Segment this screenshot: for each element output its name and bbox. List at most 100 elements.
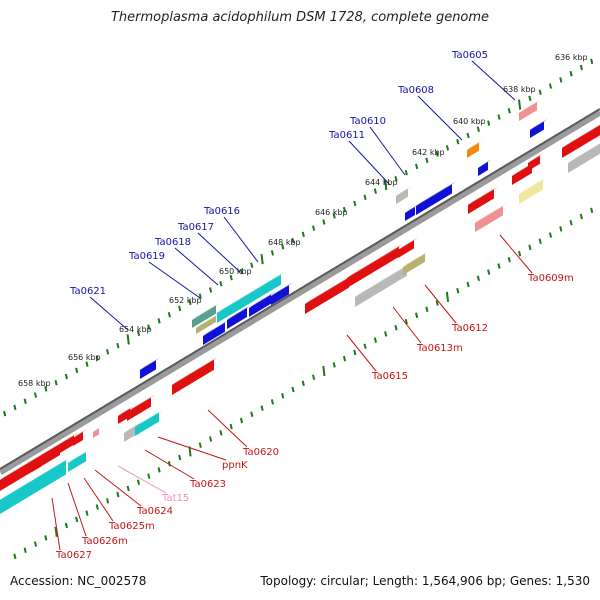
svg-text:Ta0623: Ta0623 bbox=[189, 479, 226, 490]
gene-block bbox=[405, 204, 419, 221]
scale-tick bbox=[425, 157, 429, 163]
gene-label-ppnk: ppnK bbox=[157, 436, 248, 471]
scale-label: 640 kbp bbox=[453, 117, 486, 126]
scale-tick bbox=[64, 522, 68, 529]
scale-tick bbox=[590, 207, 594, 214]
scale-tick bbox=[75, 367, 79, 374]
svg-text:Ta0613m: Ta0613m bbox=[416, 343, 463, 354]
scale-tick bbox=[456, 287, 460, 294]
gene-label-ta0617: Ta0617 bbox=[177, 222, 241, 273]
gene-block bbox=[68, 449, 90, 472]
scale-tick bbox=[209, 287, 213, 293]
accession-label: Accession: NC_002578 bbox=[10, 574, 147, 588]
gene-block bbox=[140, 357, 160, 379]
gene-block bbox=[519, 176, 547, 204]
scale-tick bbox=[106, 498, 110, 504]
scale-tick bbox=[64, 373, 68, 380]
gene-label-ta0621: Ta0621 bbox=[69, 286, 129, 331]
gene-block bbox=[172, 356, 218, 395]
scale-tick bbox=[404, 318, 408, 325]
gene-label-ta0605: Ta0605 bbox=[451, 50, 516, 101]
scale-tick bbox=[590, 58, 594, 65]
scale-tick bbox=[332, 362, 336, 368]
scale-label: 652 kbp bbox=[169, 296, 202, 305]
svg-text:Ta0620: Ta0620 bbox=[242, 447, 279, 458]
scale-label: 638 kbp bbox=[503, 85, 536, 94]
scale-tick bbox=[116, 342, 120, 349]
gene-callouts: Ta0605 Ta0608 Ta0610 Ta0611 Ta0616 Ta0617 Ta06… bbox=[51, 50, 574, 561]
gene-label-ta0616: Ta0616 bbox=[203, 206, 259, 263]
scale-tick bbox=[167, 311, 171, 318]
scale-label: 644 kbp bbox=[365, 178, 398, 187]
gene-block bbox=[528, 152, 544, 171]
scale-tick bbox=[363, 343, 367, 350]
gene-block bbox=[478, 159, 492, 176]
svg-text:Ta0627: Ta0627 bbox=[55, 550, 92, 561]
gene-block bbox=[135, 409, 163, 436]
gene-block bbox=[0, 441, 64, 491]
gene-label-ta0608: Ta0608 bbox=[397, 85, 463, 141]
scale-tick bbox=[106, 349, 110, 355]
gene-block bbox=[93, 425, 103, 438]
scale-tick bbox=[85, 510, 89, 516]
gene-label-ta0626m: Ta0626m bbox=[67, 482, 128, 547]
scale-tick bbox=[569, 219, 573, 226]
scale-tick bbox=[476, 126, 480, 133]
scale-tick bbox=[147, 324, 151, 330]
gene-label-ta0612: Ta0612 bbox=[424, 284, 488, 334]
gene-block bbox=[0, 457, 70, 514]
scale-label: 650 kbp bbox=[219, 267, 252, 276]
scale-tick bbox=[445, 291, 450, 302]
svg-text:ppnK: ppnK bbox=[222, 460, 248, 471]
scale-tick bbox=[487, 269, 491, 275]
scale-tick bbox=[466, 132, 470, 139]
scale-tick bbox=[291, 237, 295, 244]
scale-label: 648 kbp bbox=[268, 238, 301, 247]
scale-label: 646 kbp bbox=[315, 208, 348, 217]
scale-tick bbox=[548, 232, 553, 238]
gene-label-ta0611: Ta0611 bbox=[328, 130, 391, 186]
scale-label: 642 kbp bbox=[412, 148, 445, 157]
gene-block bbox=[196, 313, 220, 334]
scale-tick bbox=[435, 151, 439, 157]
gene-label-ta0610: Ta0610 bbox=[349, 116, 406, 176]
scale-tick bbox=[538, 238, 542, 244]
scale-tick bbox=[301, 380, 305, 387]
gene-block bbox=[403, 250, 429, 275]
scale-tick bbox=[44, 386, 48, 392]
scale-tick bbox=[384, 179, 388, 191]
scale-tick bbox=[33, 541, 38, 547]
svg-text:Ta0605: Ta0605 bbox=[451, 50, 488, 61]
scale-tick bbox=[33, 392, 38, 398]
scale-tick bbox=[219, 430, 223, 436]
scale-labels: 636 kbp 638 kbp 640 kbp 642 kbp 644 kbp 646 k… bbox=[18, 53, 588, 388]
gene-block bbox=[305, 274, 353, 314]
gene-block bbox=[227, 305, 251, 329]
scale-tick bbox=[435, 300, 439, 306]
gene-block bbox=[568, 143, 600, 173]
scale-tick bbox=[167, 460, 171, 467]
scale-tick bbox=[476, 275, 480, 282]
svg-text:Ta0611: Ta0611 bbox=[328, 130, 365, 141]
scale-tick bbox=[528, 244, 532, 251]
scale-tick bbox=[95, 355, 99, 361]
scale-tick bbox=[425, 306, 429, 312]
scale-tick bbox=[260, 405, 264, 411]
scale-tick bbox=[528, 95, 532, 102]
scale-tick bbox=[229, 423, 233, 430]
scale-tick bbox=[209, 436, 213, 442]
scale-label: 656 kbp bbox=[68, 353, 101, 362]
svg-text:Ta0624: Ta0624 bbox=[136, 506, 173, 517]
svg-text:Ta0608: Ta0608 bbox=[397, 85, 434, 96]
scale-label: 654 kbp bbox=[119, 325, 152, 334]
scale-tick bbox=[157, 467, 161, 473]
scale-tick bbox=[373, 337, 377, 343]
gene-label-tat15: Tat15 bbox=[117, 465, 189, 504]
scale-tick bbox=[188, 299, 192, 306]
scale-tick bbox=[281, 244, 285, 250]
scale-tick bbox=[126, 334, 130, 345]
scale-tick bbox=[250, 262, 254, 269]
gene-block bbox=[467, 139, 483, 158]
scale-tick bbox=[136, 330, 141, 336]
scale-tick bbox=[312, 225, 316, 231]
